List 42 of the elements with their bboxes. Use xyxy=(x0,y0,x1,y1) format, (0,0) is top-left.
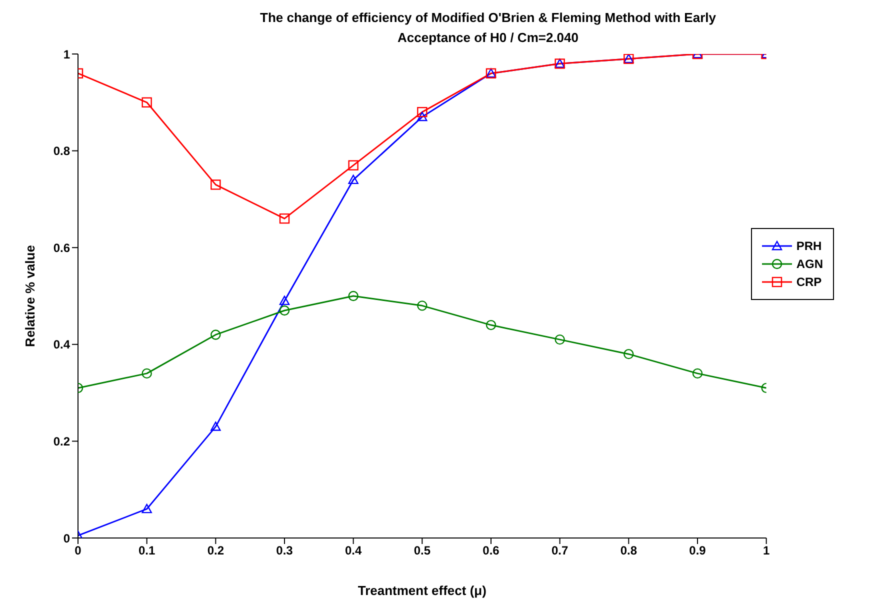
chart-title: The change of efficiency of Modified O'Brien & Fleming Method with Early Acceptance of H0 / Cm=2.040 xyxy=(259,9,717,47)
point xyxy=(210,180,221,190)
point xyxy=(348,290,358,302)
point xyxy=(692,368,703,379)
x-tick-label: 0.1 xyxy=(138,544,156,558)
x-tick-label: 0.7 xyxy=(551,544,568,558)
x-tick-label: 0.3 xyxy=(276,544,294,558)
x-tick-label: 0.5 xyxy=(414,544,431,558)
x-tick-label: 0 xyxy=(74,544,82,558)
y-tick-label: 0 xyxy=(63,531,70,546)
point xyxy=(417,112,428,122)
point xyxy=(486,320,496,330)
legend-label: CRP xyxy=(796,275,822,289)
y-tick-label: 0.8 xyxy=(53,144,70,158)
x-tick-label: 0.8 xyxy=(620,544,638,558)
x-tick-label: 1 xyxy=(762,544,770,558)
point xyxy=(624,348,634,360)
y-tick-label: 0.6 xyxy=(53,240,70,255)
point xyxy=(417,300,428,311)
y-axis-title: Relative % value xyxy=(22,245,38,347)
point xyxy=(554,334,565,345)
x-tick-label: 0.2 xyxy=(207,544,224,558)
point xyxy=(279,305,290,316)
point xyxy=(279,213,290,224)
x-tick-label: 0.6 xyxy=(482,544,500,558)
y-tick-label: 0.4 xyxy=(53,338,70,352)
x-tick-label: 0.4 xyxy=(344,544,362,558)
point xyxy=(417,106,428,118)
legend-label: PRH xyxy=(796,239,822,253)
point xyxy=(142,504,152,514)
point xyxy=(210,422,221,431)
x-tick-label: 0.9 xyxy=(689,544,706,558)
y-tick-label: 0.2 xyxy=(53,434,70,448)
point xyxy=(142,97,152,108)
y-tick-label: 1 xyxy=(63,47,70,62)
point xyxy=(142,368,152,379)
point xyxy=(210,330,221,340)
legend-label: AGN xyxy=(796,257,823,271)
point xyxy=(348,160,358,170)
x-axis-title: Treantment effect (μ) xyxy=(358,583,486,598)
point xyxy=(348,174,358,184)
point xyxy=(279,296,290,306)
